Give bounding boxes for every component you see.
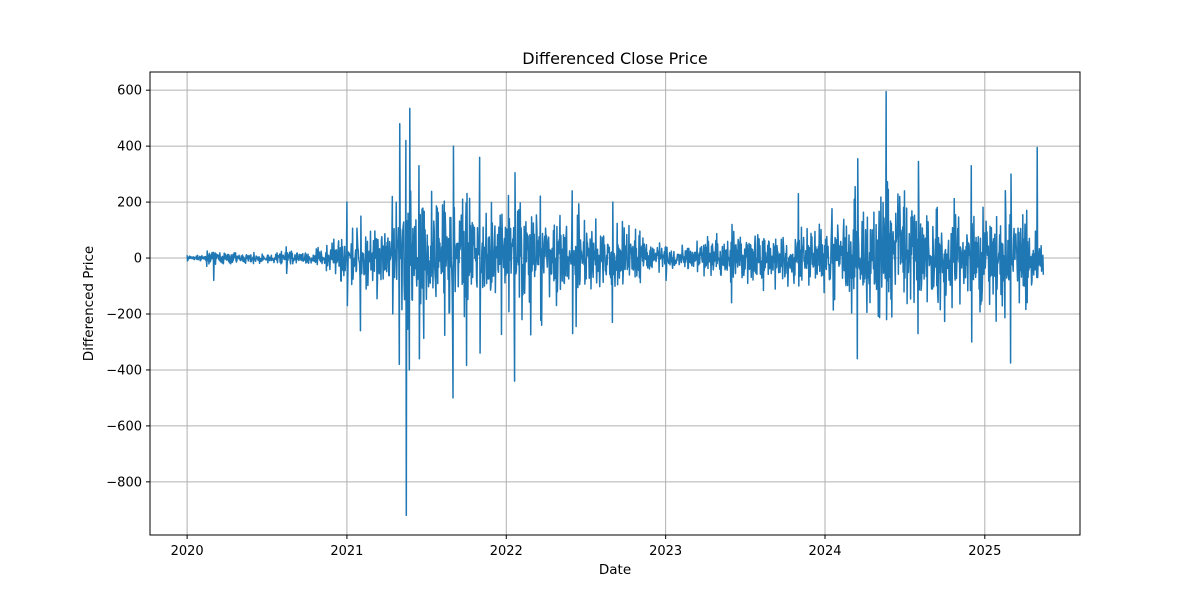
y-tick-label: −400: [106, 363, 142, 378]
y-tick-label: −600: [106, 419, 142, 434]
x-tick-label: 2022: [490, 544, 523, 559]
plot-area-frame: [149, 71, 1081, 536]
x-tick-label: 2023: [649, 544, 682, 559]
x-axis: 2020 2021 2022 2023 2024 2025: [171, 535, 1001, 559]
y-axis-title: Differenced Price: [81, 246, 97, 361]
chart-title: Differenced Close Price: [522, 49, 707, 68]
y-tick-label: −200: [106, 307, 142, 322]
x-tick-label: 2020: [171, 544, 204, 559]
y-axis: 600 400 200 0 −200 −400 −600 −800: [106, 84, 150, 490]
differenced-close-price-line: [186, 90, 1045, 517]
x-tick-label: 2024: [808, 544, 841, 559]
x-axis-title: Date: [599, 562, 631, 578]
x-tick-label: 2025: [968, 544, 1001, 559]
y-tick-label: 200: [117, 196, 142, 211]
y-tick-label: 0: [134, 252, 142, 267]
y-tick-label: 400: [117, 140, 142, 155]
y-tick-label: −800: [106, 475, 142, 490]
x-tick-label: 2021: [330, 544, 363, 559]
y-tick-label: 600: [117, 84, 142, 99]
